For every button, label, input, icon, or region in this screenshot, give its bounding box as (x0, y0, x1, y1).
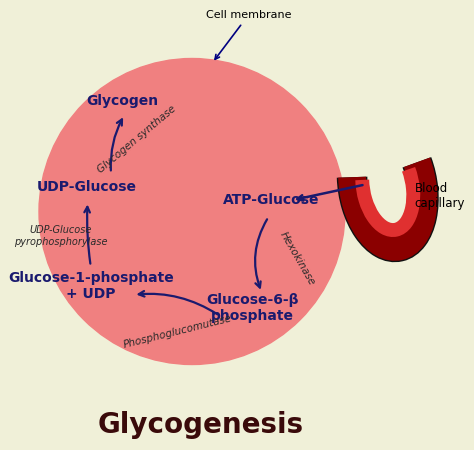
Text: Glycogen: Glycogen (86, 94, 158, 108)
Text: Glucose-1-phosphate
+ UDP: Glucose-1-phosphate + UDP (8, 270, 173, 301)
Text: Glycogen synthase: Glycogen synthase (96, 104, 178, 175)
Text: Glucose-6-β
phosphate: Glucose-6-β phosphate (207, 293, 299, 324)
Text: UDP-Glucose
pyrophosphorylase: UDP-Glucose pyrophosphorylase (14, 225, 107, 247)
Text: Hexokinase: Hexokinase (278, 230, 317, 288)
Circle shape (39, 58, 345, 364)
Text: Phosphoglucomutase: Phosphoglucomutase (122, 314, 233, 351)
Text: Glycogenesis: Glycogenesis (98, 411, 304, 439)
Text: UDP-Glucose: UDP-Glucose (36, 180, 136, 194)
Text: Blood
capillary: Blood capillary (415, 182, 465, 210)
Text: ATP-Glucose: ATP-Glucose (222, 193, 319, 207)
Text: Cell membrane: Cell membrane (206, 10, 291, 59)
